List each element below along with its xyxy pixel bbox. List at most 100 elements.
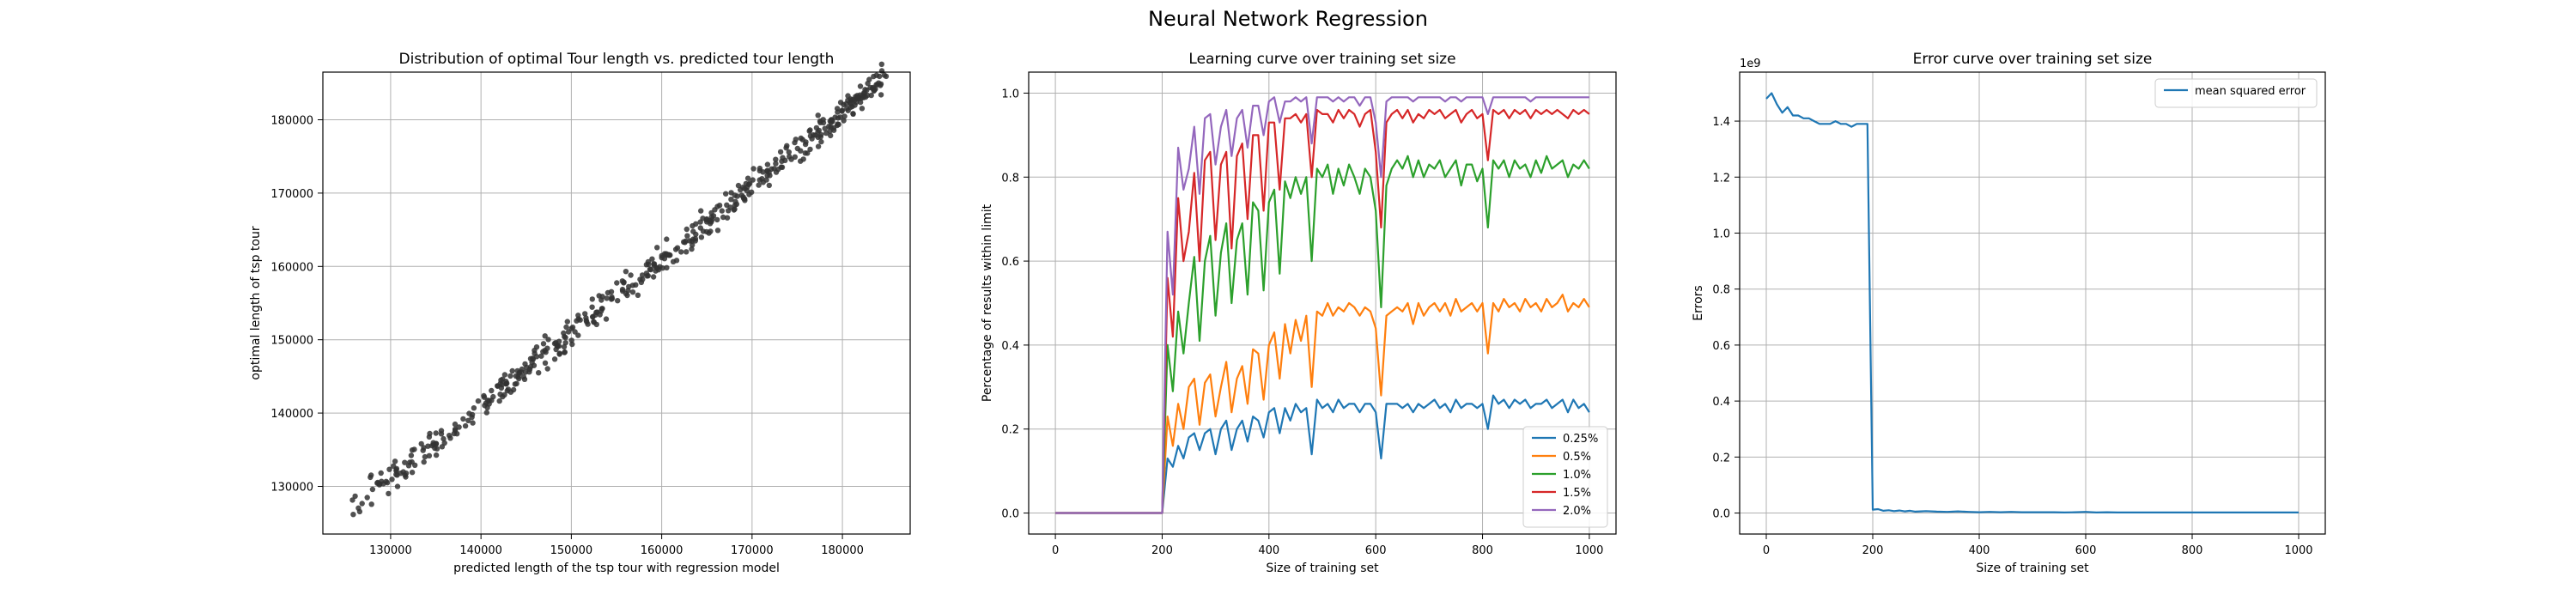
plot1-point (643, 262, 650, 268)
plot1-point (561, 343, 568, 350)
plot1-point (540, 341, 547, 347)
plot1-point (835, 109, 841, 115)
plot2-series-line-1 (1055, 394, 1590, 514)
plot1-point (562, 340, 568, 346)
plot1-point (683, 226, 690, 233)
plot1-point (644, 273, 650, 279)
plot1-point (860, 94, 866, 100)
plot1-point (495, 383, 501, 389)
plot1-point (593, 321, 599, 328)
plot1-point (438, 431, 445, 437)
plot1-point (854, 94, 860, 101)
plot1-point (409, 447, 416, 453)
plot1-point (787, 154, 793, 160)
plot1-point (689, 246, 695, 252)
plot2-y-tick-label: 0.6 (1001, 256, 1019, 269)
plot1-point (564, 319, 570, 325)
plot1-point (828, 132, 834, 139)
plot1-point (499, 381, 505, 388)
plot3-y-tick-label: 0.4 (1712, 396, 1730, 409)
plot1-point (747, 180, 753, 186)
plot1-axes-frame (322, 71, 911, 535)
plot1-point (714, 216, 720, 223)
plot3-x-axis-label: Size of training set (1976, 562, 2089, 575)
plot2-y-tick-label: 0.8 (1001, 172, 1019, 185)
plot1-point (527, 355, 534, 361)
plot3-series-line-1 (1765, 92, 2299, 514)
plot1-point (735, 182, 742, 189)
plot1-point (857, 83, 864, 89)
plot1-point (866, 76, 872, 82)
plot1-point (484, 398, 491, 404)
plot1-point (750, 166, 756, 172)
plot1-point (542, 333, 548, 339)
plot3-y-tick-label: 0.2 (1712, 452, 1730, 464)
plot1-point (386, 490, 392, 497)
plot1-point (857, 99, 864, 106)
plot1-point (402, 459, 408, 465)
plot1-point (628, 272, 634, 278)
plot2-legend-label-1: 0.25% (1563, 433, 1598, 446)
plot3-y-tick-label: 0.8 (1712, 284, 1730, 297)
plot1-point (670, 258, 677, 264)
plot2-series-line-5 (1055, 96, 1589, 514)
plot1-point (837, 114, 843, 120)
plot1-point (470, 420, 476, 426)
plot2-y-tick-label: 0.2 (1001, 424, 1019, 437)
plot1-x-tick-label: 140000 (459, 544, 502, 557)
plot1-point (666, 252, 672, 258)
plot1-point (498, 377, 504, 383)
plot1-point (848, 96, 854, 102)
plot1-x-tick-label: 170000 (731, 544, 774, 557)
plot1-point (852, 102, 858, 108)
plot1-point (806, 128, 812, 134)
plot1-x-tick-label: 160000 (641, 544, 683, 557)
plot1-point (767, 173, 773, 179)
plot2-legend-label-3: 1.0% (1563, 469, 1591, 482)
plot1-point (359, 501, 365, 507)
plot1-point (393, 471, 399, 477)
plot1-point (777, 149, 784, 155)
plot1-point (839, 108, 845, 114)
plot1-point (683, 249, 690, 255)
plot1-point (649, 256, 655, 262)
plot1-point (378, 470, 384, 477)
plot1-title: Distribution of optimal Tour length vs. … (399, 51, 835, 68)
plot2-x-tick-label: 200 (1151, 544, 1173, 557)
plot3-axes-frame (1739, 71, 2326, 535)
plot1-point (452, 421, 459, 428)
plot1-point (684, 233, 690, 239)
plot1-point (798, 135, 804, 142)
plot2-axes-frame (1028, 71, 1617, 535)
plot1-point (384, 480, 391, 486)
plot1-point (521, 376, 528, 382)
plot3-x-tick-label: 800 (2182, 544, 2203, 557)
plot1-point (692, 238, 698, 244)
plot1-point (507, 373, 513, 379)
plot1-point (589, 304, 595, 310)
plot1-point (615, 298, 621, 304)
plot2-x-axis-label: Size of training set (1266, 562, 1379, 575)
plot1-y-tick-label: 160000 (270, 261, 313, 274)
plot1-point (582, 311, 588, 317)
plot1-point (837, 100, 844, 106)
plot1-point (471, 405, 477, 411)
plot1-point (678, 249, 684, 255)
plot1-point (565, 329, 572, 335)
plot1-point (719, 208, 725, 214)
plot1-point (604, 295, 610, 301)
plot1-point (769, 166, 775, 172)
plot1-point (740, 194, 746, 200)
plot1-point (664, 236, 670, 242)
plot3-x-tick-label: 400 (1969, 544, 1990, 557)
plot1-point (798, 148, 804, 154)
plot1-point (720, 214, 726, 221)
plot1-point (828, 124, 834, 131)
plot1-point (497, 392, 503, 398)
plot1-point (698, 208, 704, 214)
plot1-point (623, 290, 629, 297)
plot3-y-tick-label: 0.0 (1712, 508, 1730, 521)
plot1-point (430, 440, 436, 446)
plot1-point (868, 92, 874, 99)
plot1-point (364, 495, 370, 501)
